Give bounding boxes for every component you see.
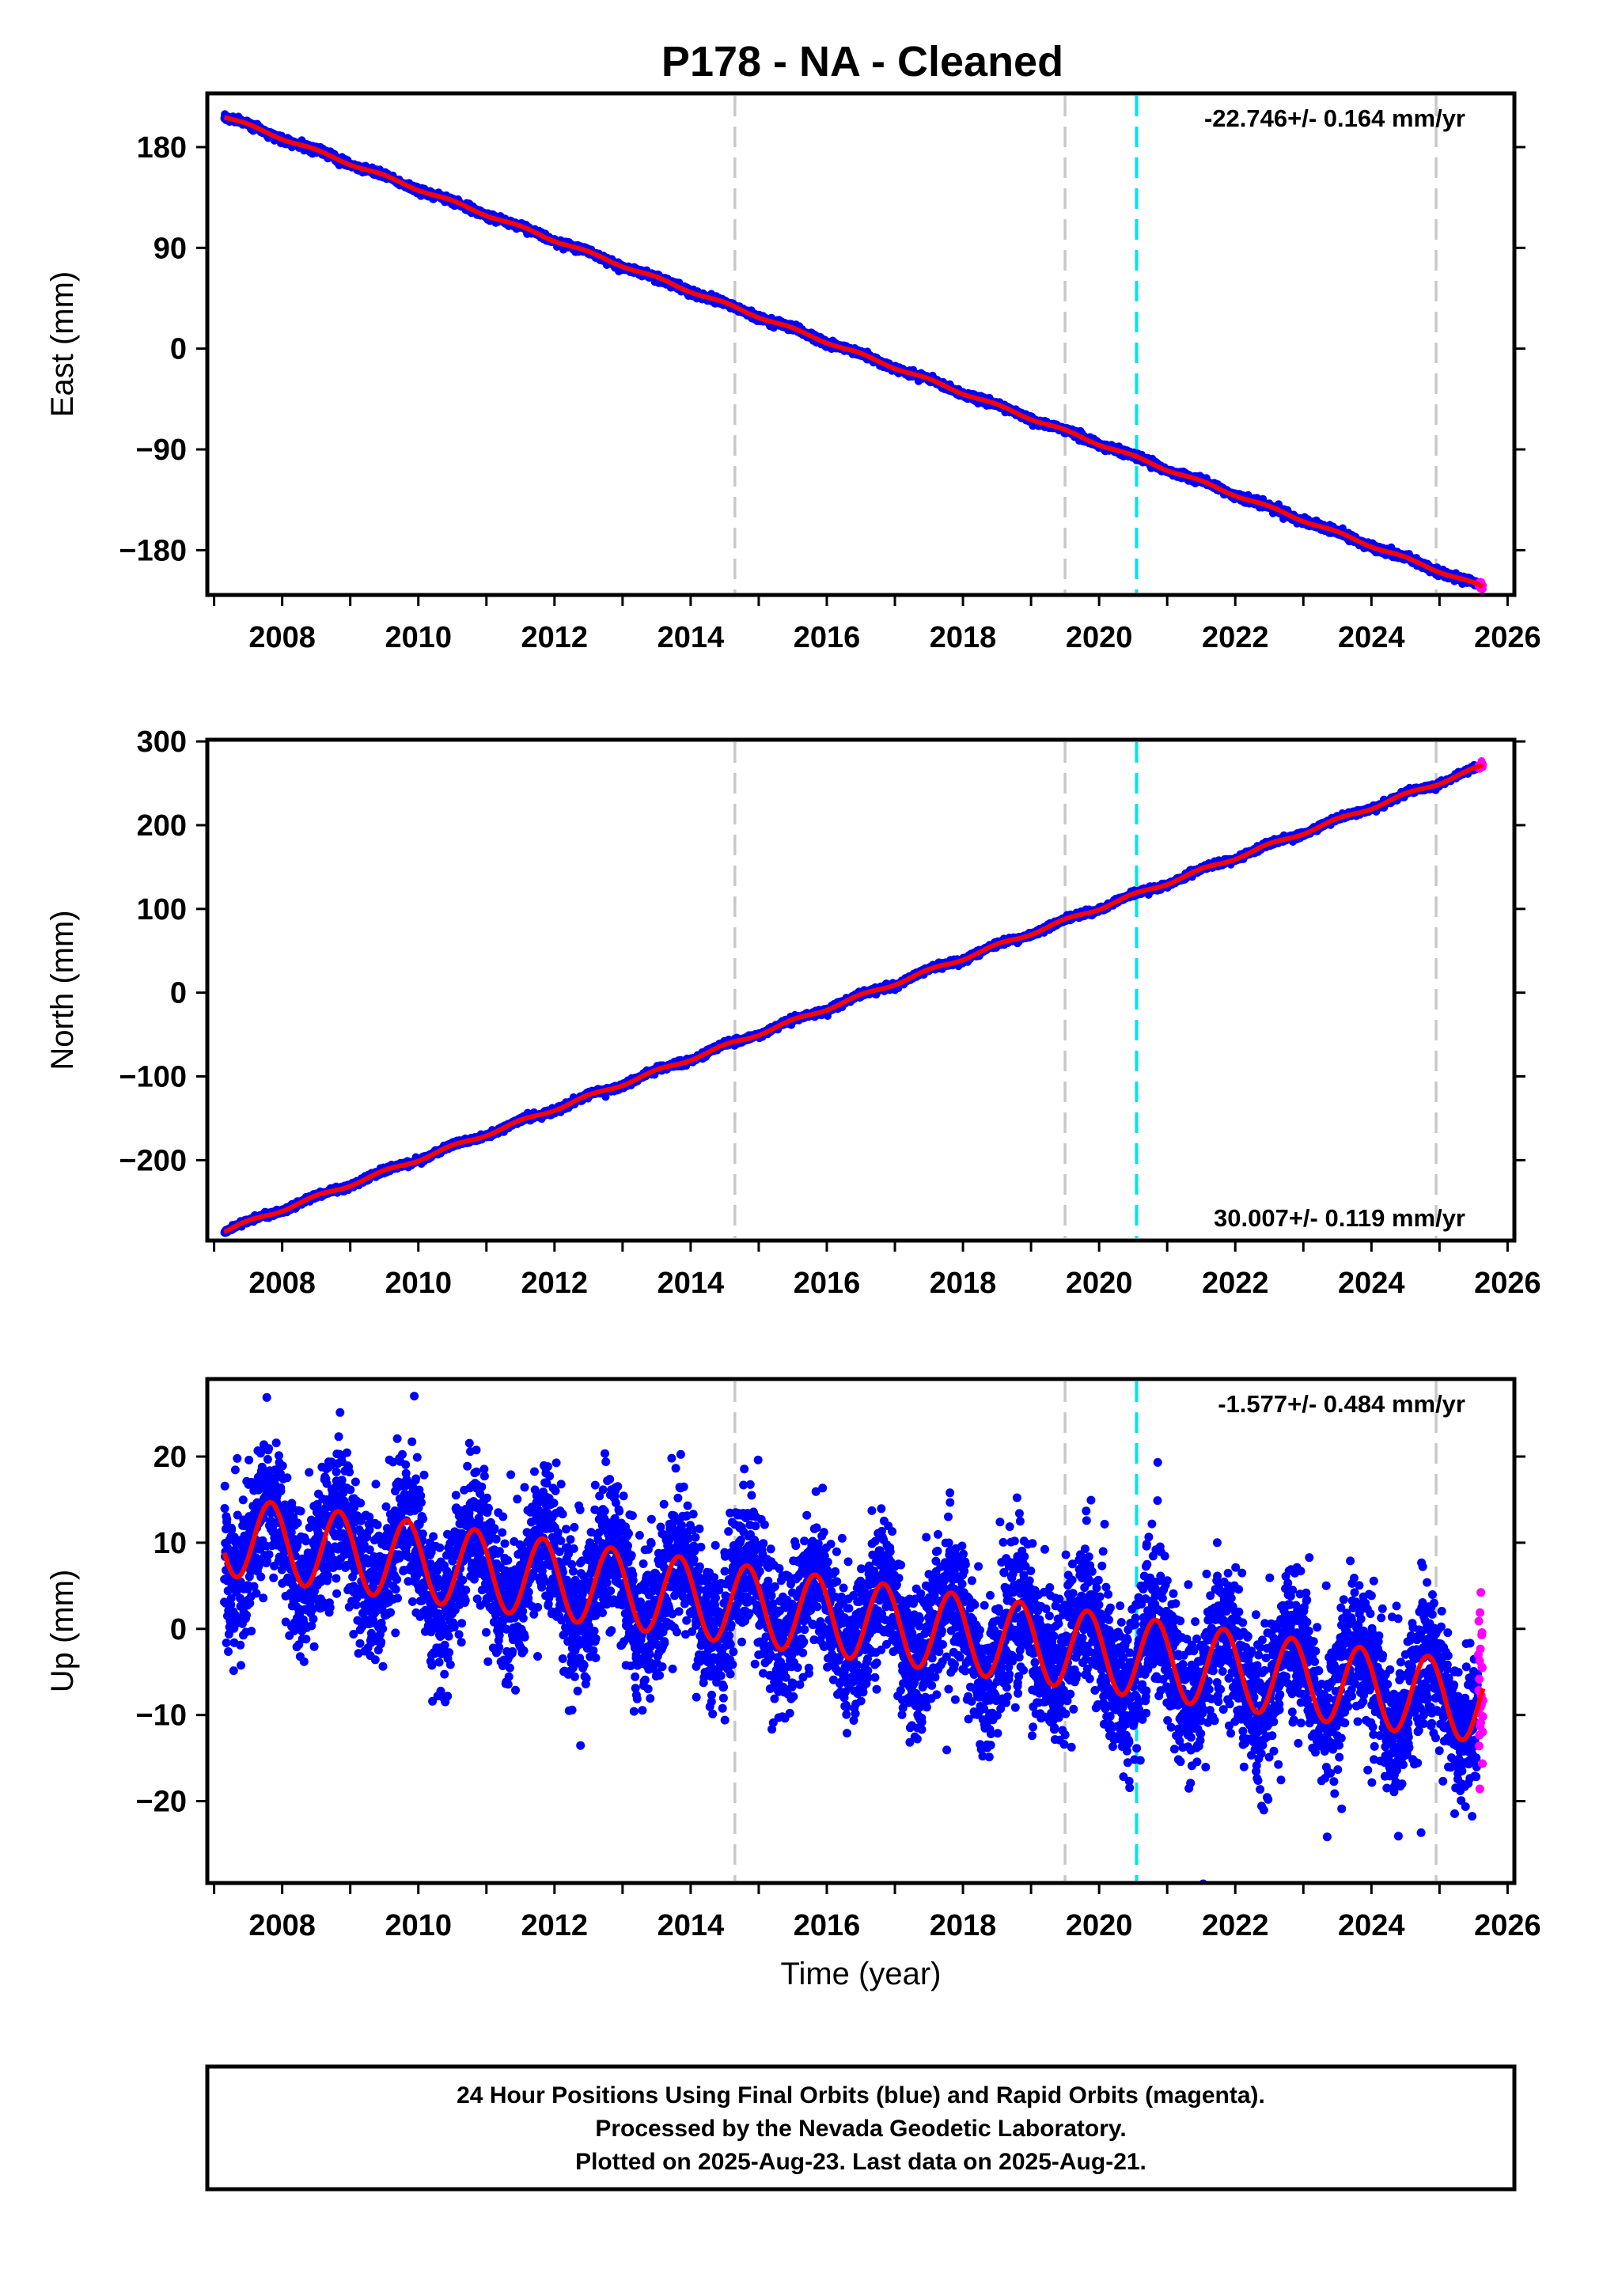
east-xtick-label-8: 2024 (1338, 621, 1405, 654)
east-xtick-label-2: 2012 (521, 621, 589, 654)
east-ytick-label-1: −90 (136, 434, 187, 467)
figure-title: P178 - NA - Cleaned (661, 38, 1063, 85)
east-xtick-label-9: 2026 (1474, 621, 1541, 654)
east-xtick-label-3: 2014 (657, 621, 725, 654)
east-ytick-label-3: 90 (153, 232, 187, 265)
east-xtick-label-5: 2018 (930, 621, 997, 654)
east-ytick-label-4: 180 (137, 131, 187, 165)
east-rate-label: -22.746+/- 0.164 mm/yr (1204, 104, 1465, 132)
east-xtick-label-4: 2016 (794, 621, 861, 654)
east-xtick-label-7: 2022 (1202, 621, 1269, 654)
east-ytick-label-2: 0 (170, 333, 187, 366)
east-panel: −180 −90 0 90 180 2008 2010 2012 2014 2016 2018 202… (45, 91, 1541, 654)
east-xtick-label-6: 2020 (1066, 621, 1133, 654)
east-ytick-label-0: −180 (119, 534, 187, 567)
east-xtick-label-0: 2008 (248, 621, 316, 654)
east-xtick-label-1: 2010 (385, 621, 452, 654)
east-ylabel: East (mm) (45, 271, 80, 417)
